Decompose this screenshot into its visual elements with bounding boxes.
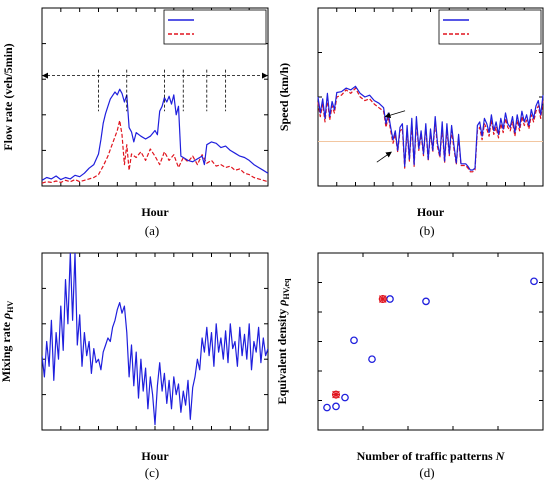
y-axis-label-symbol: ρ (275, 300, 289, 307)
scatter-point-circle (323, 403, 331, 412)
y-axis-label-symbol: ρ (0, 313, 13, 320)
panel-label-b: (b) (419, 223, 434, 238)
series-line-1 (41, 88, 269, 181)
scatter-point-circle (341, 393, 349, 402)
legend-box (438, 9, 542, 45)
series-line-1 (42, 253, 268, 426)
panel-label-a: (a) (145, 223, 159, 238)
panel-c: Hour Mixing rate ρHV (0, 252, 269, 463)
x-axis-label: Hour (141, 205, 169, 219)
period-arrow-left (42, 72, 48, 79)
scatter-point-circle (386, 295, 394, 303)
scatter-point-circle (422, 297, 430, 306)
y-axis-label: Mixing rate ρHV (0, 301, 15, 383)
series-group (42, 253, 268, 426)
x-axis-label: Hour (417, 205, 445, 219)
panel-label-c: (c) (145, 465, 159, 480)
annotation-smooth-arrow (384, 110, 406, 119)
panel-label-d: (d) (419, 465, 434, 480)
y-axis-label-text: Mixing rate (0, 321, 13, 382)
series-line-2 (41, 119, 269, 184)
x-axis-label-text: Hour (417, 205, 445, 219)
annotation-congested-arrow (376, 151, 392, 163)
x-axis-label: Hour (141, 449, 169, 463)
x-axis-label-text: Number of traffic patterns (357, 449, 493, 463)
x-axis-label: Number of traffic patterns N (357, 449, 506, 463)
y-axis-label-text: Flow rate (veh/5min) (1, 43, 15, 150)
scatter-point-circle (350, 336, 358, 345)
panel-a: Hour Flow rate (veh/5min) (1, 7, 269, 219)
x-axis-label-text: Hour (141, 205, 169, 219)
y-axis-label: Flow rate (veh/5min) (1, 43, 15, 150)
period-arrow-right (262, 72, 268, 79)
scatter-point-star (378, 295, 387, 304)
panel-d: Number of traffic patterns N Equivalent d… (275, 252, 544, 463)
y-axis-label-subscript: HV (6, 301, 15, 313)
x-axis-label-text: Hour (141, 449, 169, 463)
y-axis-label-subscript: HV,eq (282, 278, 291, 300)
legend-box (163, 9, 267, 45)
x-axis-label-symbol: N (495, 449, 506, 463)
y-axis-label: Equivalent density ρHV,eq (275, 278, 291, 404)
scatter-point-circle (332, 402, 340, 411)
panel-b: Hour Speed (km/h) (277, 7, 544, 219)
series-line-1 (317, 85, 544, 171)
y-axis-label: Speed (km/h) (277, 63, 291, 131)
scatter-point-star (332, 390, 340, 399)
scatter-point-circle (368, 355, 376, 364)
plot-frame (317, 252, 544, 431)
y-axis-label-text: Speed (km/h) (277, 63, 291, 131)
scatter-point-circle (530, 277, 538, 286)
y-axis-label-text: Equivalent density (275, 309, 289, 405)
